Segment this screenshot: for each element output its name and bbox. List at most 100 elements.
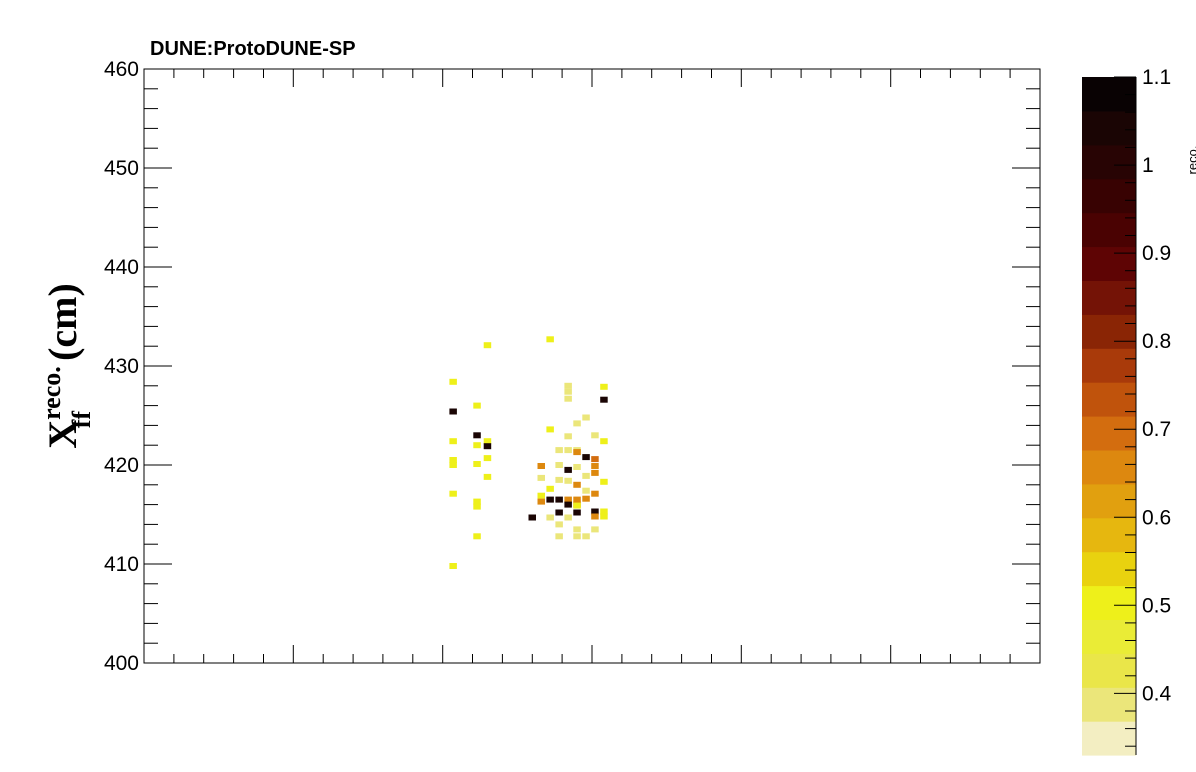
colorbar-segment bbox=[1082, 653, 1136, 688]
heatmap-bin bbox=[537, 474, 545, 481]
heatmap-bin bbox=[537, 463, 545, 469]
y-tick-label: 440 bbox=[104, 256, 139, 279]
heatmap-bin bbox=[483, 342, 492, 349]
heatmap-bin bbox=[473, 402, 481, 409]
heatmap-bin bbox=[564, 501, 572, 508]
heatmap-bin bbox=[600, 396, 608, 403]
heatmap-bin bbox=[591, 469, 599, 476]
colorbar-segment bbox=[1082, 144, 1136, 180]
heatmap-bin bbox=[591, 456, 599, 463]
y-tick-label: 420 bbox=[104, 454, 139, 477]
colorbar-segment bbox=[1082, 348, 1136, 383]
colorbar-segment bbox=[1082, 110, 1136, 146]
heatmap-bin bbox=[449, 378, 457, 385]
colorbar-segment bbox=[1082, 585, 1136, 620]
colorbar-segment bbox=[1082, 721, 1136, 756]
colorbar-segment bbox=[1082, 483, 1136, 519]
colorbar-segment bbox=[1082, 551, 1136, 587]
colorbar-tick-label: 0.4 bbox=[1142, 682, 1172, 705]
colorbar-tick-label: 0.7 bbox=[1142, 418, 1171, 441]
heatmap-bin bbox=[564, 395, 572, 402]
y-label-subscript: ff bbox=[67, 411, 96, 429]
colorbar-segment bbox=[1082, 619, 1136, 654]
heatmap-bin bbox=[555, 533, 563, 540]
colorbar-segment bbox=[1082, 178, 1136, 214]
colorbar-tick-label: 1.1 bbox=[1142, 66, 1171, 89]
heatmap-bin bbox=[591, 463, 599, 469]
chart-title: DUNE:ProtoDUNE-SP bbox=[150, 38, 356, 60]
heatmap-bin bbox=[483, 473, 492, 480]
heatmap-bin bbox=[573, 533, 581, 540]
colorbar-segment bbox=[1082, 416, 1136, 451]
heatmap-bin bbox=[573, 526, 581, 533]
heatmap-bin bbox=[573, 481, 581, 488]
heatmap-bin bbox=[473, 442, 481, 449]
heatmap-bin bbox=[591, 526, 599, 533]
heatmap-bin bbox=[564, 477, 572, 484]
colorbar-axis-title: reco. bbox=[1185, 146, 1196, 175]
y-tick-label: 400 bbox=[104, 652, 139, 675]
colorbar-segment bbox=[1082, 246, 1136, 281]
heatmap-bin bbox=[449, 563, 457, 569]
heatmap-bin bbox=[555, 462, 563, 468]
y-label-base: X bbox=[40, 420, 85, 449]
heatmap-bin bbox=[546, 514, 554, 521]
heatmap-bin bbox=[555, 496, 563, 503]
heatmap-bin bbox=[449, 462, 457, 468]
heatmap-bin bbox=[564, 388, 572, 395]
heatmap-bin bbox=[528, 514, 536, 521]
heatmap-bin bbox=[600, 478, 608, 485]
heatmap-bin bbox=[564, 496, 572, 503]
heatmap-bin bbox=[582, 495, 590, 502]
heatmap-bin bbox=[483, 455, 492, 462]
heatmap-bin bbox=[564, 466, 572, 473]
heatmap-bin bbox=[555, 476, 563, 483]
heatmap-bin bbox=[555, 521, 563, 528]
color-scale: 0.4 0.5 0.6 0.7 0.8 0.9 1 1.1 bbox=[1082, 66, 1172, 756]
heatmap-bin bbox=[600, 438, 608, 445]
heatmap-bin bbox=[573, 496, 581, 503]
heatmap-bin bbox=[600, 508, 608, 515]
y-axis-label: Xreco.ff (cm) bbox=[37, 283, 96, 449]
heatmap-bin bbox=[546, 426, 554, 433]
colorbar-segment bbox=[1082, 280, 1136, 315]
heatmap-bin bbox=[546, 485, 554, 492]
heatmap-bin bbox=[591, 513, 599, 520]
heatmap-bin bbox=[449, 457, 457, 463]
y-tick-label: 410 bbox=[104, 553, 139, 576]
heatmap-bin bbox=[537, 498, 545, 505]
heatmap-bin bbox=[473, 533, 481, 540]
heatmap-bin bbox=[573, 420, 581, 427]
heatmap-bin bbox=[591, 508, 599, 515]
colorbar-segment bbox=[1082, 449, 1136, 485]
colorbar-tick-label: 1 bbox=[1142, 154, 1154, 177]
heatmap-bin bbox=[546, 496, 554, 503]
colorbar-tick-label: 0.5 bbox=[1142, 594, 1171, 617]
heatmap-bin bbox=[473, 503, 481, 510]
heatmap-bin bbox=[582, 487, 590, 494]
svg-text:Xreco.ff(cm): Xreco.ff (cm) bbox=[37, 283, 96, 449]
heatmap-bin bbox=[591, 432, 599, 439]
heatmap-bin bbox=[564, 447, 572, 454]
colorbar-segment bbox=[1082, 382, 1136, 417]
heatmap-bin bbox=[555, 509, 563, 516]
y-tick-label: 460 bbox=[104, 58, 139, 81]
colorbar-tick-label: 0.8 bbox=[1142, 330, 1171, 353]
heatmap-bin bbox=[483, 438, 492, 445]
colorbar-segment bbox=[1082, 687, 1136, 722]
colorbar-segment bbox=[1082, 314, 1136, 349]
y-label-superscript: reco. bbox=[37, 366, 66, 420]
axes: 400 410 420 430 440 450 460 bbox=[104, 58, 1041, 675]
heatmap-bin bbox=[582, 454, 590, 461]
colorbar-tick-label: 0.9 bbox=[1142, 242, 1171, 265]
heatmap-bin bbox=[564, 433, 572, 440]
heatmap-bins bbox=[449, 336, 608, 569]
heatmap-bin bbox=[591, 490, 599, 497]
plot-frame bbox=[143, 68, 1041, 664]
y-tick-label: 430 bbox=[104, 355, 139, 378]
heatmap-bin bbox=[573, 449, 581, 456]
heatmap-bin bbox=[582, 414, 590, 421]
heatmap-bin bbox=[582, 472, 590, 479]
colorbar-tick-label: 0.6 bbox=[1142, 506, 1171, 529]
